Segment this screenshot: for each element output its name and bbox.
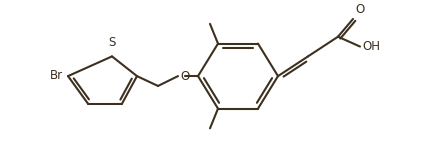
Text: O: O bbox=[180, 70, 189, 83]
Text: OH: OH bbox=[362, 40, 380, 53]
Text: Br: Br bbox=[50, 69, 63, 82]
Text: O: O bbox=[355, 3, 364, 16]
Text: S: S bbox=[108, 35, 116, 49]
